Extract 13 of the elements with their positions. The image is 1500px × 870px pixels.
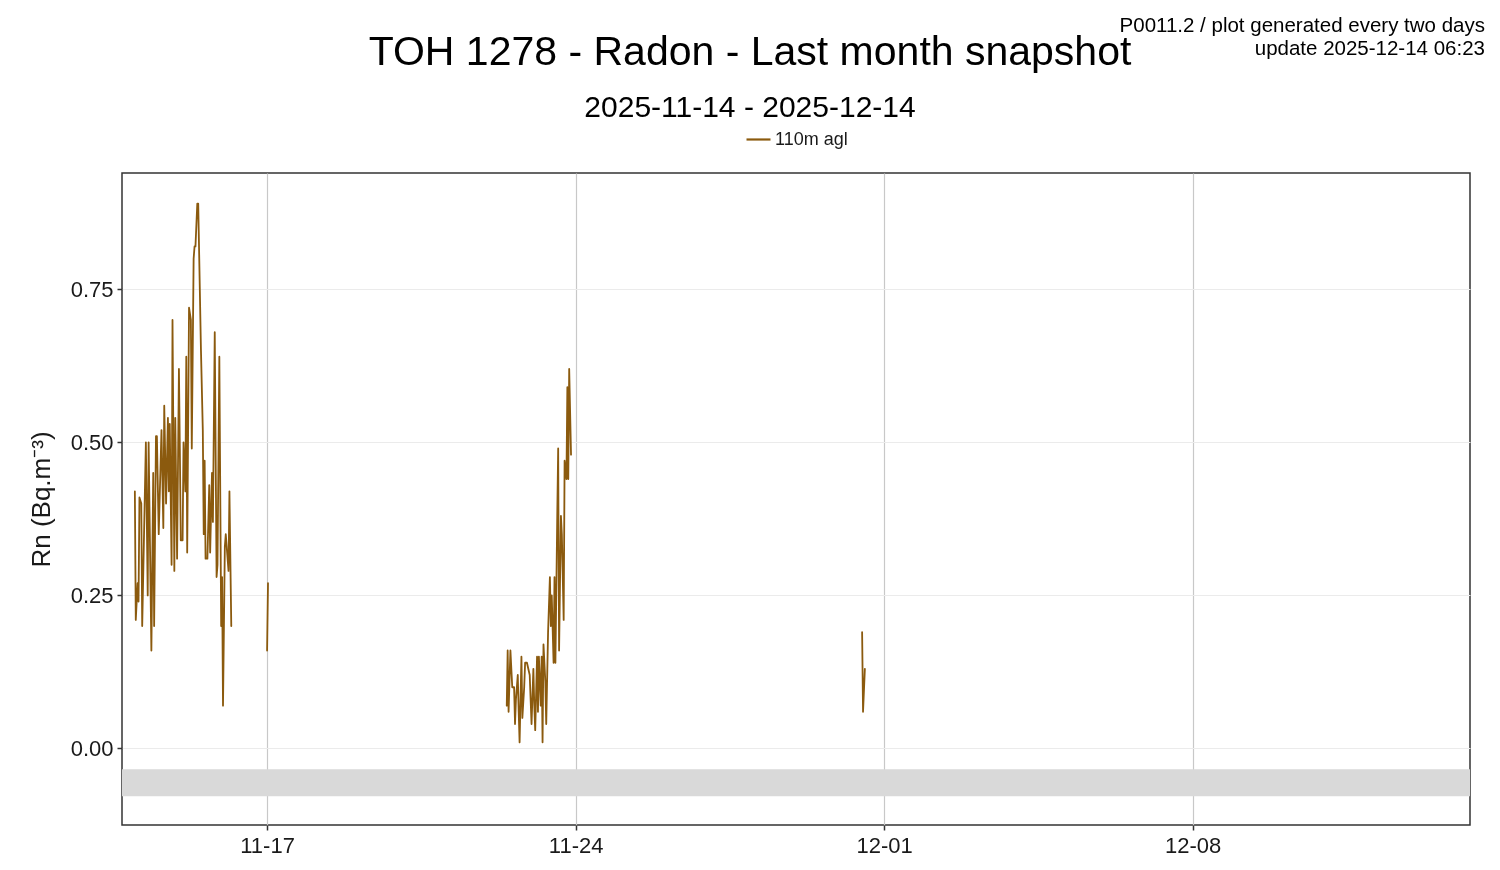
y-tick-label: 0.50 — [70, 429, 114, 455]
chart-subtitle: 2025-11-14 - 2025-12-14 — [584, 90, 916, 123]
y-axis-title: Rn (Bq.m⁻³) — [25, 431, 56, 568]
x-tick-label: 11-24 — [548, 832, 604, 858]
y-tick-label: 0.00 — [70, 735, 114, 761]
x-tick-label: 11-17 — [240, 832, 295, 858]
text: update 2025-12-14 06:23 — [1254, 36, 1485, 59]
y-tick-label: 0.75 — [70, 276, 114, 302]
legend-label: 110m agl — [775, 128, 848, 149]
text: P0011.2 / plot generated every two days — [1119, 13, 1485, 36]
y-tick-label: 0.25 — [70, 582, 114, 608]
x-tick-label: 12-08 — [1165, 832, 1222, 858]
x-tick-label: 12-01 — [856, 832, 913, 858]
